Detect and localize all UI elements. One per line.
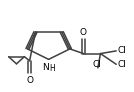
Text: O: O: [26, 76, 33, 85]
Text: N: N: [42, 63, 49, 72]
Text: O: O: [80, 28, 87, 37]
Text: Cl: Cl: [118, 60, 126, 69]
Text: Cl: Cl: [118, 46, 126, 55]
Text: Cl: Cl: [92, 60, 101, 69]
Text: H: H: [49, 64, 55, 73]
